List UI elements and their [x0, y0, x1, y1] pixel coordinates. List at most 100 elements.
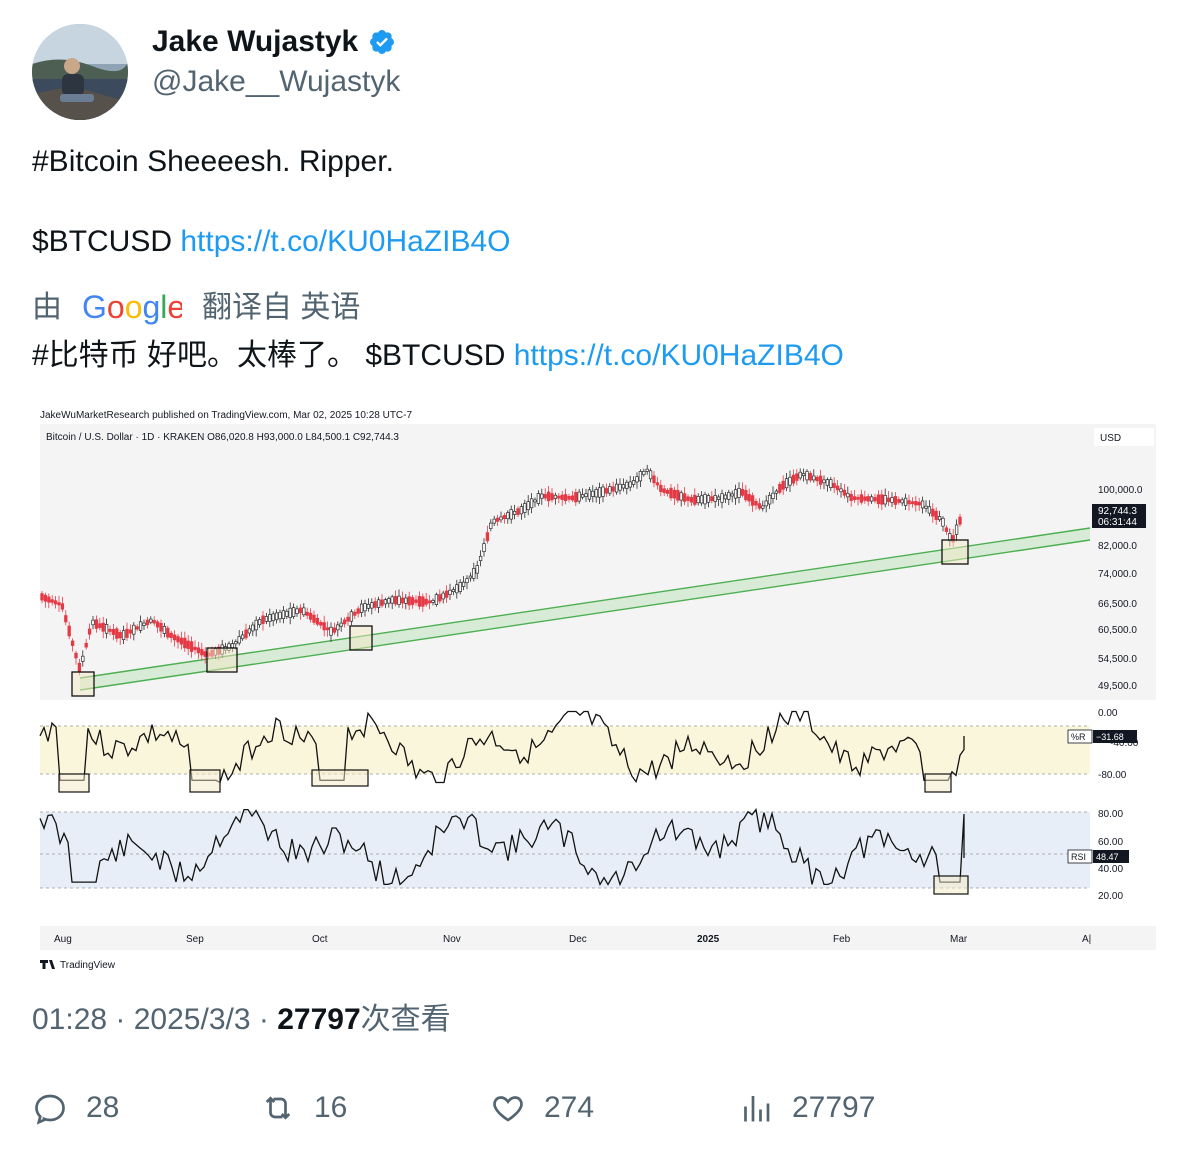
price-tick: 74,000.0: [1098, 569, 1137, 580]
candle: [924, 505, 928, 509]
candle: [254, 619, 258, 631]
candle: [767, 494, 772, 505]
candle: [689, 497, 694, 503]
month-tick: Aug: [54, 934, 72, 945]
svg-text:Google: Google: [82, 289, 182, 325]
candle: [128, 629, 133, 634]
wr-box-sep: [189, 769, 221, 793]
candle: [70, 640, 75, 646]
author-handle[interactable]: @Jake__Wujastyk: [152, 65, 401, 98]
candle: [74, 652, 78, 659]
chart-header: JakeWuMarketResearch published on Tradin…: [40, 410, 412, 421]
price-tick: 66,500.0: [1098, 599, 1137, 610]
tweet-date[interactable]: 2025/3/3: [133, 1003, 251, 1036]
rsi-tick: 60.00: [1098, 837, 1123, 848]
candle: [540, 493, 544, 499]
candle: [186, 640, 190, 649]
candle: [60, 603, 65, 610]
candle: [50, 599, 54, 603]
translation-by: 由: [32, 291, 62, 324]
candle: [339, 622, 343, 627]
candle: [162, 626, 167, 634]
candle: [750, 495, 755, 506]
candle: [492, 518, 496, 524]
candle: [526, 501, 530, 511]
candle: [509, 509, 513, 520]
candle: [920, 500, 925, 509]
wr-label: %R: [1071, 732, 1086, 742]
tweet-meta: 01:28 · 2025/3/3 · 27797次查看: [32, 1003, 451, 1036]
like-button[interactable]: 274: [490, 1086, 594, 1130]
rsi-value: 48.47: [1096, 852, 1119, 862]
candle: [591, 490, 595, 497]
candle: [183, 637, 187, 649]
month-tick: 2025: [697, 934, 720, 945]
countdown: 06:31:44: [1098, 517, 1137, 528]
candle: [672, 489, 677, 499]
view-label: 次查看: [360, 1003, 451, 1036]
touch-box-sep: [206, 647, 238, 673]
candle: [754, 500, 758, 506]
candle: [472, 568, 476, 579]
candle: [298, 607, 303, 614]
price-tick: 100,000.0: [1098, 485, 1143, 496]
price-tick: 60,500.0: [1098, 625, 1137, 636]
reply-button[interactable]: 28: [32, 1086, 119, 1130]
rsi-series: [39, 808, 965, 887]
month-tick: Feb: [833, 934, 851, 945]
candle: [784, 478, 789, 489]
candle: [363, 603, 367, 612]
candle: [349, 611, 354, 622]
candle: [778, 484, 782, 493]
wr-box-feb: [924, 773, 952, 793]
candle: [101, 622, 105, 632]
candle: [706, 495, 711, 503]
chart-image[interactable]: JakeWuMarketResearch published on Tradin…: [32, 400, 1164, 980]
candle: [659, 484, 663, 492]
candle: [696, 496, 700, 504]
author-name[interactable]: Jake Wujastyk: [152, 22, 396, 62]
candle: [370, 602, 374, 609]
candle: [424, 598, 428, 605]
candle: [893, 496, 898, 505]
candle: [47, 596, 51, 603]
retweet-icon: [265, 1096, 291, 1120]
candle: [200, 649, 204, 656]
cashtag-text: $BTCUSD: [32, 225, 181, 258]
candle: [115, 628, 119, 639]
candle: [149, 618, 153, 623]
candle: [308, 612, 313, 620]
candle: [570, 495, 575, 501]
candle: [461, 581, 466, 587]
candle: [856, 496, 860, 500]
tweet-text-line-1: #Bitcoin Sheeeesh. Ripper.: [32, 145, 394, 178]
candle: [427, 600, 432, 604]
avatar[interactable]: [32, 24, 128, 120]
candle: [597, 487, 602, 498]
tweet-link[interactable]: https://t.co/KU0HaZIB4O: [180, 225, 511, 258]
candle: [927, 506, 932, 514]
candle: [315, 617, 320, 625]
candle: [798, 471, 802, 479]
candle: [132, 624, 136, 635]
candle: [740, 488, 745, 496]
views-button[interactable]: 27797: [738, 1086, 875, 1130]
candle: [631, 480, 636, 485]
candle: [234, 641, 238, 645]
candle: [737, 487, 741, 498]
wr-band: [40, 726, 1090, 774]
retweet-button[interactable]: 16: [260, 1086, 347, 1130]
candle: [574, 492, 578, 503]
candle: [788, 476, 792, 486]
rsi-value-box: [1093, 850, 1129, 863]
candle: [84, 642, 88, 648]
candle: [390, 596, 394, 604]
candle: [693, 494, 697, 505]
candle: [295, 608, 299, 614]
candle: [125, 628, 129, 638]
tweet-time[interactable]: 01:28: [32, 1003, 108, 1036]
translated-link[interactable]: https://t.co/KU0HaZIB4O: [513, 339, 844, 372]
candle: [155, 621, 160, 628]
translation-attribution[interactable]: 由 Google 翻译自 英语: [32, 288, 360, 328]
candle: [910, 501, 915, 505]
